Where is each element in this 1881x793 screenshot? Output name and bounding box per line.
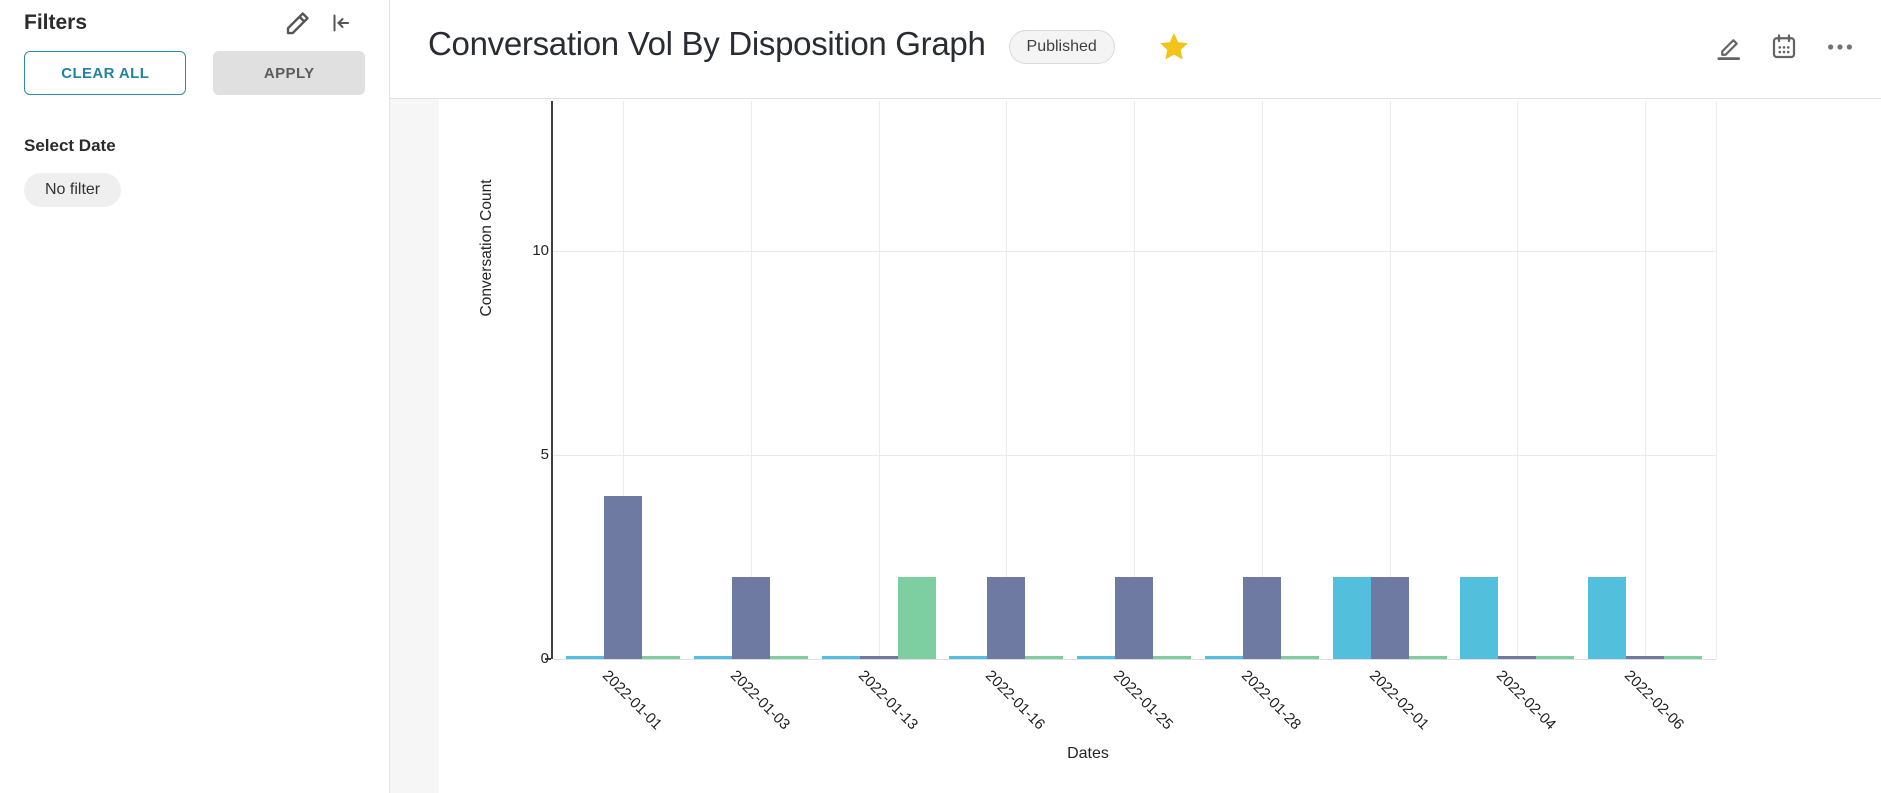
bar-green-series[interactable] — [1025, 656, 1064, 659]
bar-green-series[interactable] — [769, 656, 808, 659]
bar-green-series[interactable] — [1536, 656, 1575, 659]
page-title: Conversation Vol By Disposition Graph — [428, 25, 986, 62]
x-axis-line — [553, 659, 1716, 660]
filter-actions: CLEAR ALL APPLY — [0, 38, 389, 95]
bar-cyan-series[interactable] — [566, 656, 604, 659]
bar-purple-series[interactable] — [1626, 656, 1664, 659]
x-axis-tick-label: 2022-01-16 — [982, 667, 1049, 734]
y-axis-title: Conversation Count — [478, 179, 495, 317]
bar-cyan-series[interactable] — [1332, 577, 1371, 659]
bar-green-series[interactable] — [642, 656, 680, 659]
status-badge: Published — [1008, 30, 1115, 64]
x-axis-tick-label: 2022-01-01 — [598, 667, 666, 734]
y-axis-zero-tick — [545, 658, 551, 660]
bar-cyan-series[interactable] — [1077, 656, 1115, 659]
y-axis-line — [551, 101, 553, 659]
bar-cyan-series[interactable] — [949, 656, 988, 659]
bar-cyan-series[interactable] — [1588, 577, 1626, 659]
bar-purple-series[interactable] — [1242, 577, 1281, 659]
x-axis-tick-label: 2022-01-28 — [1237, 667, 1305, 734]
bar-purple-series[interactable] — [859, 656, 898, 659]
x-axis-tick-label: 2022-01-13 — [854, 667, 921, 734]
filters-header-icons — [283, 8, 353, 38]
content-area: 0 5 10 2022-01-01 2022-01-03 2022-01-13 2022-0… — [390, 99, 1881, 793]
x-axis-tick-label: 2022-02-06 — [1620, 667, 1688, 734]
vertical-gridline — [1261, 101, 1263, 659]
chart-card: 0 5 10 2022-01-01 2022-01-03 2022-01-13 2022-0… — [439, 99, 1881, 793]
bar-purple-series[interactable] — [731, 577, 770, 659]
x-axis-tick-label: 2022-01-03 — [726, 667, 794, 734]
vertical-gridline — [1389, 101, 1391, 659]
bar-cyan-series[interactable] — [1204, 656, 1243, 659]
vertical-gridline — [1517, 101, 1519, 659]
bar-green-series[interactable] — [897, 577, 936, 659]
bar-green-series[interactable] — [1408, 656, 1447, 659]
collapse-sidebar-icon[interactable] — [329, 11, 353, 35]
y-axis-tick-label: 10 — [532, 242, 549, 259]
edit-filters-pencil-icon[interactable] — [283, 8, 313, 38]
horizontal-gridline — [553, 251, 1716, 252]
y-axis-tick-label: 0 — [507, 650, 549, 668]
vertical-gridline — [1134, 101, 1135, 659]
bar-chart: 0 5 10 2022-01-01 2022-01-03 2022-01-13 2022-0… — [439, 99, 1881, 793]
header-actions — [1714, 32, 1855, 62]
x-axis-tick-label: 2022-02-04 — [1493, 667, 1560, 734]
bar-cyan-series[interactable] — [1460, 577, 1499, 659]
plot-right-border — [1716, 101, 1717, 659]
bar-purple-series[interactable] — [1115, 577, 1153, 659]
calendar-icon[interactable] — [1769, 32, 1799, 62]
bar-purple-series[interactable] — [1498, 656, 1537, 659]
bar-cyan-series[interactable] — [821, 656, 860, 659]
clear-all-button[interactable]: CLEAR ALL — [24, 51, 187, 95]
bar-green-series[interactable] — [1280, 656, 1319, 659]
x-axis-title: Dates — [1067, 745, 1109, 762]
main-panel: Conversation Vol By Disposition Graph Pu… — [390, 0, 1881, 793]
x-axis-tick-label: 2022-02-01 — [1365, 667, 1432, 734]
filters-header: Filters — [0, 0, 389, 38]
vertical-gridline — [1645, 101, 1646, 659]
x-axis-tick-label: 2022-01-25 — [1109, 667, 1177, 734]
bar-purple-series[interactable] — [1370, 577, 1409, 659]
filters-title: Filters — [24, 11, 88, 34]
vertical-gridline — [623, 101, 624, 659]
vertical-gridline — [750, 101, 752, 659]
page-header: Conversation Vol By Disposition Graph Pu… — [390, 0, 1881, 99]
bar-cyan-series[interactable] — [693, 656, 732, 659]
favorite-star-icon[interactable] — [1157, 30, 1191, 64]
horizontal-gridline — [553, 455, 1716, 456]
y-axis-tick-label: 5 — [540, 446, 549, 463]
ellipsis-menu-icon[interactable] — [1825, 32, 1855, 62]
bar-green-series[interactable] — [1153, 656, 1191, 659]
edit-pencil-icon[interactable] — [1714, 33, 1743, 62]
apply-button[interactable]: APPLY — [213, 51, 365, 95]
filters-sidebar: Filters CLEAR ALL — [0, 0, 390, 793]
select-date-label: Select Date — [24, 136, 116, 155]
vertical-gridline — [878, 101, 880, 659]
date-filter-chip[interactable]: No filter — [24, 173, 122, 207]
bar-green-series[interactable] — [1664, 656, 1702, 659]
bar-purple-series[interactable] — [987, 577, 1026, 659]
vertical-gridline — [1006, 101, 1008, 659]
select-date-filter-group: Select Date No filter — [0, 95, 389, 207]
bar-purple-series[interactable] — [604, 495, 642, 659]
